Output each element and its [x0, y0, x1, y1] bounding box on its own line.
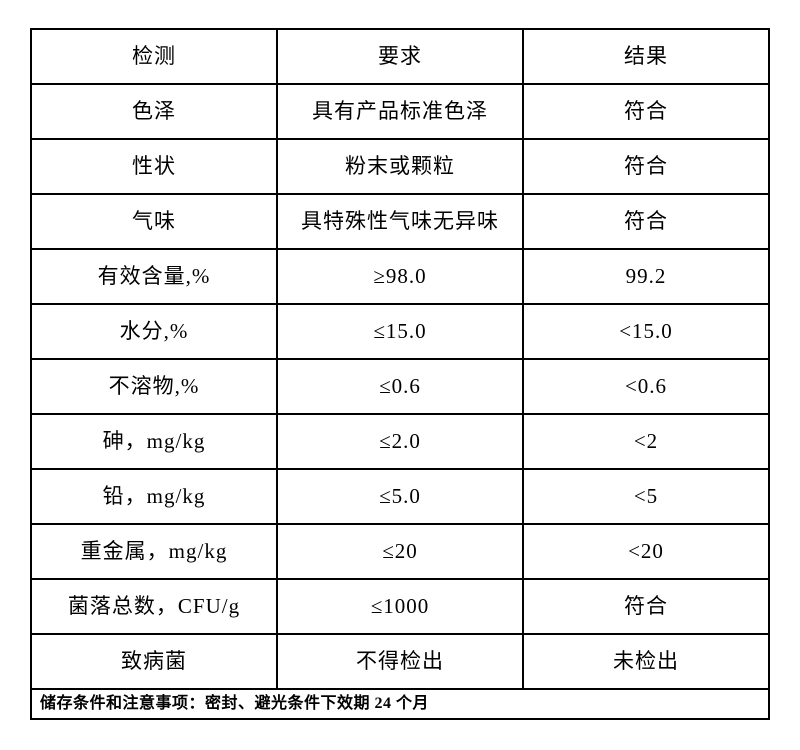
table-row: 重金属，mg/kg ≤20 <20	[30, 523, 770, 580]
cell-requirement: 不得检出	[276, 633, 524, 690]
cell-test: 气味	[30, 193, 278, 250]
table-row: 气味 具特殊性气味无异味 符合	[30, 193, 770, 250]
storage-conditions-note: 储存条件和注意事项：密封、避光条件下效期 24 个月	[30, 688, 770, 720]
table-body: 色泽 具有产品标准色泽 符合 性状 粉末或颗粒 符合 气味 具特殊性气味无异味 …	[30, 83, 770, 720]
table-row: 不溶物,% ≤0.6 <0.6	[30, 358, 770, 415]
cell-result: 符合	[522, 193, 770, 250]
cell-requirement: ≤20	[276, 523, 524, 580]
cell-result: 99.2	[522, 248, 770, 305]
table-row: 水分,% ≤15.0 <15.0	[30, 303, 770, 360]
cell-requirement: 粉末或颗粒	[276, 138, 524, 195]
table-row: 色泽 具有产品标准色泽 符合	[30, 83, 770, 140]
cell-requirement: ≤15.0	[276, 303, 524, 360]
table-row: 有效含量,% ≥98.0 99.2	[30, 248, 770, 305]
cell-test: 致病菌	[30, 633, 278, 690]
cell-result: 符合	[522, 83, 770, 140]
cell-result: 未检出	[522, 633, 770, 690]
header-cell-requirement: 要求	[276, 28, 524, 85]
cell-requirement: 具有产品标准色泽	[276, 83, 524, 140]
cell-test: 砷，mg/kg	[30, 413, 278, 470]
cell-result: <0.6	[522, 358, 770, 415]
table-row: 性状 粉末或颗粒 符合	[30, 138, 770, 195]
cell-requirement: ≤5.0	[276, 468, 524, 525]
cell-requirement: 具特殊性气味无异味	[276, 193, 524, 250]
cell-test: 铅，mg/kg	[30, 468, 278, 525]
header-row: 检测 要求 结果	[30, 28, 770, 85]
cell-result: 符合	[522, 578, 770, 635]
cell-result: 符合	[522, 138, 770, 195]
storage-conditions-row: 储存条件和注意事项：密封、避光条件下效期 24 个月	[30, 688, 770, 720]
table-row: 砷，mg/kg ≤2.0 <2	[30, 413, 770, 470]
cell-result: <2	[522, 413, 770, 470]
table-row: 菌落总数，CFU/g ≤1000 符合	[30, 578, 770, 635]
table-row: 铅，mg/kg ≤5.0 <5	[30, 468, 770, 525]
cell-requirement: ≤1000	[276, 578, 524, 635]
table-header: 检测 要求 结果	[30, 28, 770, 85]
cell-result: <5	[522, 468, 770, 525]
header-cell-result: 结果	[522, 28, 770, 85]
cell-result: <20	[522, 523, 770, 580]
cell-requirement: ≤0.6	[276, 358, 524, 415]
cell-test: 重金属，mg/kg	[30, 523, 278, 580]
cell-requirement: ≥98.0	[276, 248, 524, 305]
cell-test: 有效含量,%	[30, 248, 278, 305]
cell-test: 菌落总数，CFU/g	[30, 578, 278, 635]
qc-inspection-table: 检测 要求 结果 色泽 具有产品标准色泽 符合 性状 粉末或颗粒 符合 气味 具…	[30, 28, 770, 720]
cell-requirement: ≤2.0	[276, 413, 524, 470]
cell-test: 性状	[30, 138, 278, 195]
cell-result: <15.0	[522, 303, 770, 360]
cell-test: 水分,%	[30, 303, 278, 360]
cell-test: 不溶物,%	[30, 358, 278, 415]
table-row: 致病菌 不得检出 未检出	[30, 633, 770, 690]
header-cell-test: 检测	[30, 28, 278, 85]
cell-test: 色泽	[30, 83, 278, 140]
